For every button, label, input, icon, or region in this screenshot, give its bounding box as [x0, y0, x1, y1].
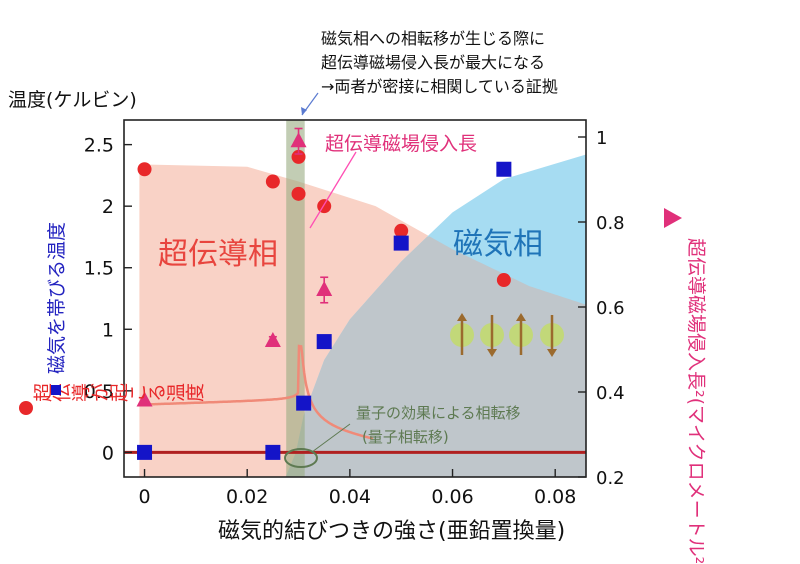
x-tick-label: 0.08 [534, 486, 576, 508]
y-right-tick-label: 0.2 [596, 468, 625, 489]
tc-data-point [137, 162, 152, 177]
overlap-region [285, 236, 586, 477]
note-pointer-arrow [301, 107, 307, 115]
note-line-3: →両者が密接に相関している証拠 [321, 77, 558, 96]
tc-data-point [496, 273, 511, 288]
penetration-data-point [316, 281, 333, 296]
penetration-depth-label: 超伝導磁場侵入長 [325, 133, 477, 155]
magnetic-data-point [316, 334, 332, 350]
tc-data-point [317, 199, 332, 214]
spin-arrow-down-icon [547, 349, 557, 357]
penetration-pointer-line [309, 151, 357, 229]
magnetic-data-point [137, 444, 153, 460]
x-tick-label: 0 [138, 486, 150, 508]
penetration-data-point [136, 391, 153, 407]
quantum-pointer-line [311, 423, 351, 453]
quantum-transition-sublabel: (量子相転移) [362, 428, 449, 446]
penetration-data-point [290, 132, 307, 148]
quantum-transition-marker [284, 448, 318, 468]
note-line-1: 磁気相への相転移が生じる際に [321, 29, 545, 48]
quantum-transition-label: 量子の効果による相転移 [356, 404, 521, 422]
pink-triangle-legend-icon [664, 208, 682, 228]
superconducting-phase-label: 超伝導相 [158, 237, 278, 272]
tc-data-point [394, 223, 409, 238]
magnetic-data-point [393, 235, 409, 251]
tc-data-point [291, 186, 306, 201]
right-axis-label: 超伝導磁場侵入長²(マイクロメートル²) [685, 238, 707, 564]
data-marks [136, 127, 512, 460]
y-left-tick-label: 1.5 [84, 258, 114, 280]
red-circle-legend-icon [19, 401, 33, 415]
y-left-tick-label: 2 [102, 196, 114, 218]
x-tick-label: 0.02 [226, 486, 268, 508]
spin-arrow-up-icon [516, 313, 526, 321]
y-left-tick-label: 0.5 [84, 381, 114, 403]
magnetic-data-point [296, 395, 312, 411]
y-right-tick-label: 0.6 [596, 298, 625, 319]
x-tick-label: 0.04 [329, 486, 371, 508]
blue-square-legend-icon [51, 385, 61, 395]
magnetic-data-point [265, 444, 281, 460]
left-axis-top-label: 温度(ケルビン) [8, 89, 137, 111]
tc-data-point [265, 174, 280, 189]
penetration-depth-curve [141, 344, 374, 440]
x-axis-label: 磁気的結びつきの強さ(亜鉛置換量) [218, 519, 565, 544]
y-left-tick-label: 2.5 [84, 135, 114, 157]
penetration-data-point [264, 332, 281, 347]
transition-band [286, 120, 305, 477]
y-right-tick-label: 0.4 [596, 383, 625, 404]
spin-arrow-up-icon [457, 313, 467, 321]
plot-frame [123, 119, 587, 478]
magnetic-data-point [496, 161, 512, 177]
spin-arrow-down-icon [487, 349, 497, 357]
spin-icons [450, 313, 564, 357]
magnetic-phase-label: 磁気相 [453, 227, 543, 262]
y-left-tick-label: 1 [102, 319, 114, 341]
y-left-tick-label: 0 [102, 442, 114, 464]
y-right-tick-label: 0.8 [596, 213, 625, 234]
left-axis-red-label: 超伝導が起こる温度 [33, 383, 204, 405]
y-right-tick-label: 1 [596, 128, 607, 149]
left-axis-blue-label: 磁気を帯びる温度 [46, 222, 68, 374]
x-tick-label: 0.06 [431, 486, 473, 508]
note-line-2: 超伝導磁場侵入長が最大になる [321, 53, 545, 72]
axis-ticks: 0 0.02 0.04 0.06 0.08 0 0.5 1 1.5 2 2.5 0.2 0.4 0.6 0.… [84, 128, 625, 508]
